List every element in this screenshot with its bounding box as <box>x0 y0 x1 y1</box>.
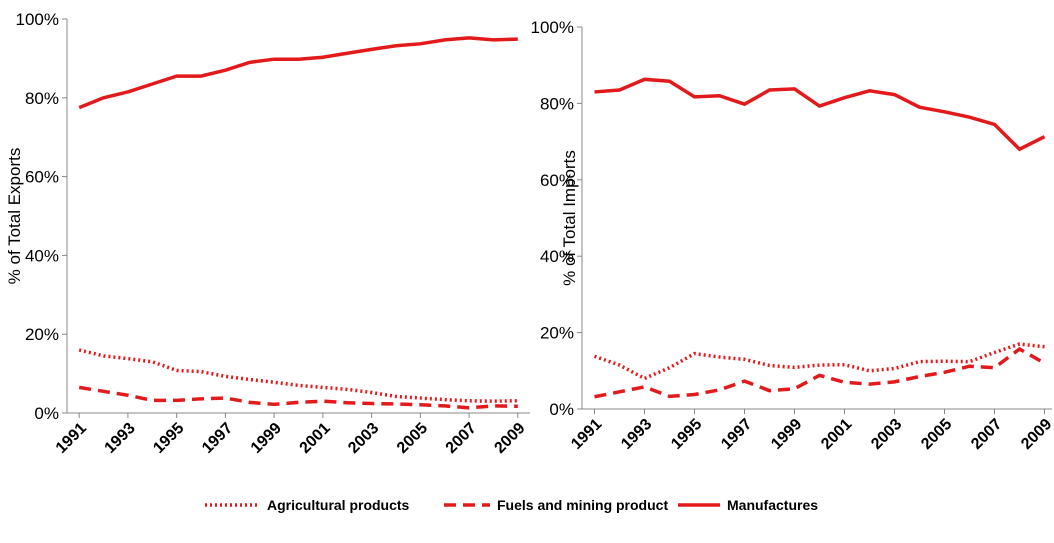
y-tick-label: 100% <box>531 18 574 37</box>
y-axis-label: % of Total Imports <box>560 150 579 286</box>
y-tick-label: 40% <box>25 246 59 265</box>
x-tick-label: 2009 <box>1018 416 1054 453</box>
legend-label: Manufactures <box>727 497 818 513</box>
x-tick-label: 1995 <box>150 420 187 457</box>
x-tick-label: 2001 <box>818 416 855 453</box>
y-tick-label: 80% <box>25 89 59 108</box>
y-tick-label: 20% <box>540 324 574 343</box>
x-tick-label: 2005 <box>918 416 955 453</box>
y-tick-label: 0% <box>34 404 59 423</box>
x-tick-label: 2005 <box>394 420 431 457</box>
series-line <box>78 385 518 410</box>
x-tick-label: 2007 <box>443 420 480 457</box>
y-tick-label: 20% <box>25 325 59 344</box>
legend-label: Agricultural products <box>267 497 410 513</box>
y-tick-label: 100% <box>16 10 59 29</box>
y-tick-label: 80% <box>540 94 574 113</box>
y-tick-label: 0% <box>549 400 574 419</box>
x-tick-label: 1999 <box>248 420 285 457</box>
y-tick-label: 60% <box>25 168 59 187</box>
x-tick-label: 1991 <box>568 416 605 453</box>
x-tick-label: 1993 <box>102 420 139 457</box>
x-tick-label: 2007 <box>968 416 1005 453</box>
x-tick-label: 1999 <box>768 416 805 453</box>
y-tick-label: 60% <box>540 171 574 190</box>
x-tick-label: 2001 <box>297 420 334 457</box>
series-line <box>593 342 1045 381</box>
x-tick-label: 1991 <box>53 420 90 457</box>
series-line <box>594 77 1046 152</box>
x-tick-label: 1997 <box>718 416 755 453</box>
series-line <box>594 346 1046 399</box>
x-tick-label: 2009 <box>491 420 528 457</box>
y-tick-label: 40% <box>540 247 574 266</box>
x-tick-label: 1997 <box>199 420 236 457</box>
x-tick-label: 1993 <box>618 416 655 453</box>
x-tick-label: 2003 <box>868 416 905 453</box>
legend-label: Fuels and mining product <box>497 497 668 513</box>
series-line <box>78 36 518 110</box>
x-tick-label: 1995 <box>668 416 705 453</box>
y-axis-label: % of Total Exports <box>5 148 24 285</box>
x-tick-label: 2003 <box>345 420 382 457</box>
series-line <box>78 348 518 403</box>
